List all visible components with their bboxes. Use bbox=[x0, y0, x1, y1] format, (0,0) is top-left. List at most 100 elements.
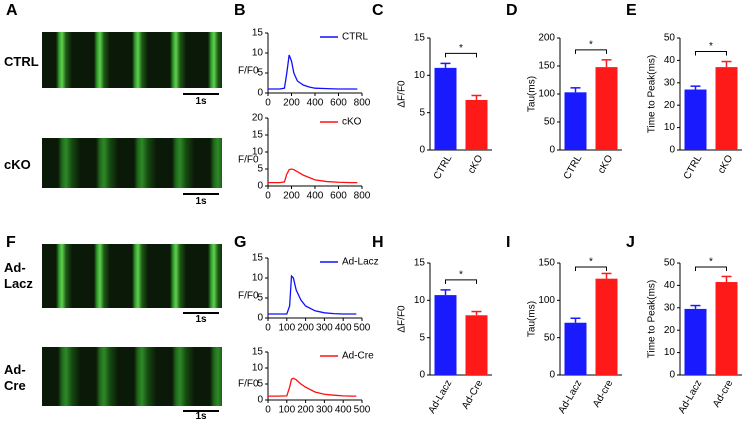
significance-bracket bbox=[695, 51, 727, 56]
significance-bracket bbox=[445, 52, 477, 58]
panel-letter: I bbox=[506, 234, 511, 251]
y-tick-label: 50 bbox=[664, 258, 676, 269]
y-tick-label: 0 bbox=[257, 395, 263, 406]
x-tick-label: 0 bbox=[265, 191, 271, 202]
x-tick-label: 300 bbox=[316, 323, 333, 334]
x-tick-label: 200 bbox=[283, 191, 300, 202]
x-tick-label: 400 bbox=[307, 191, 324, 202]
y-tick-label: 15 bbox=[252, 347, 264, 358]
y-tick-label: 10 bbox=[414, 295, 426, 306]
y-tick-label: 50 bbox=[544, 117, 556, 128]
y-axis-label: Tau(ms) bbox=[527, 301, 538, 337]
x-tick-label: 800 bbox=[354, 191, 371, 202]
bar bbox=[564, 92, 587, 150]
significance-mark: * bbox=[459, 270, 463, 281]
y-tick-label: 100 bbox=[538, 295, 555, 306]
x-tick-label: cKO bbox=[466, 153, 485, 176]
y-tick-label: 10 bbox=[664, 122, 676, 133]
y-tick-label: 0 bbox=[549, 370, 555, 381]
panel-letter: A bbox=[6, 2, 18, 19]
x-tick-label: 200 bbox=[297, 405, 314, 416]
y-tick-label: 100 bbox=[538, 89, 555, 100]
y-tick-label: 15 bbox=[252, 28, 264, 39]
y-tick-label: 10 bbox=[414, 70, 426, 81]
y-tick-label: 50 bbox=[544, 332, 556, 343]
x-tick-label: CTRL bbox=[682, 153, 705, 181]
x-tick-label: CTRL bbox=[562, 153, 585, 181]
y-tick-label: 0 bbox=[257, 88, 263, 99]
significance-mark: * bbox=[709, 257, 713, 268]
y-axis-label: F/F0 bbox=[238, 66, 259, 77]
x-tick-label: CTRL bbox=[432, 153, 455, 181]
y-tick-label: 0 bbox=[419, 145, 425, 156]
y-axis-label: Time to Peak(ms) bbox=[647, 280, 658, 359]
x-tick-label: Ad-Cre bbox=[460, 378, 486, 411]
x-tick-label: 0 bbox=[265, 323, 271, 334]
x-tick-label: 500 bbox=[354, 405, 371, 416]
y-tick-label: 10 bbox=[664, 347, 676, 358]
y-tick-label: 0 bbox=[257, 313, 263, 324]
y-tick-label: 20 bbox=[664, 100, 676, 111]
scale-bar bbox=[183, 410, 219, 412]
y-tick-label: 0 bbox=[669, 145, 675, 156]
y-tick-label: 10 bbox=[252, 273, 264, 284]
y-tick-label: 0 bbox=[669, 370, 675, 381]
bar bbox=[595, 67, 618, 150]
y-tick-label: 5 bbox=[257, 164, 263, 175]
scale-bar bbox=[183, 193, 219, 195]
line-scan-image bbox=[42, 244, 222, 308]
panel-letter: F bbox=[6, 234, 16, 251]
y-axis-label: ΔF/F0 bbox=[397, 305, 408, 333]
y-tick-label: 5 bbox=[419, 107, 425, 118]
x-tick-label: cKO bbox=[716, 153, 735, 176]
line-scan-image bbox=[42, 32, 222, 88]
x-tick-label: 0 bbox=[265, 98, 271, 109]
x-tick-label: Ad-Lacz bbox=[557, 378, 585, 415]
scale-label: 1s bbox=[195, 411, 207, 422]
bar bbox=[465, 99, 488, 150]
y-axis-label: ΔF/F0 bbox=[397, 80, 408, 108]
y-tick-label: 15 bbox=[252, 130, 264, 141]
y-tick-label: 30 bbox=[664, 77, 676, 88]
x-tick-label: 100 bbox=[278, 323, 295, 334]
y-tick-label: 150 bbox=[538, 61, 555, 72]
bar bbox=[715, 282, 738, 375]
image-label: Ad- Lacz bbox=[4, 260, 33, 291]
legend-label: Ad-Cre bbox=[342, 351, 374, 362]
x-tick-label: 300 bbox=[316, 405, 333, 416]
y-tick-label: 5 bbox=[257, 68, 263, 79]
significance-mark: * bbox=[459, 43, 463, 54]
panel-letter: G bbox=[234, 234, 247, 251]
y-axis-label: F/F0 bbox=[238, 155, 259, 166]
bar bbox=[465, 315, 488, 375]
y-tick-label: 150 bbox=[538, 258, 555, 269]
y-tick-label: 40 bbox=[664, 280, 676, 291]
x-tick-label: 400 bbox=[335, 323, 352, 334]
bar bbox=[595, 278, 618, 375]
y-tick-label: 5 bbox=[257, 293, 263, 304]
image-label: cKO bbox=[4, 157, 31, 172]
x-tick-label: 500 bbox=[354, 323, 371, 334]
image-label: CTRL bbox=[4, 54, 39, 69]
x-tick-label: 100 bbox=[278, 405, 295, 416]
x-tick-label: Ad-Lacz bbox=[677, 378, 705, 415]
y-tick-label: 5 bbox=[257, 379, 263, 390]
scale-label: 1s bbox=[195, 196, 207, 207]
line-scan-image bbox=[42, 138, 222, 188]
trace bbox=[268, 168, 358, 184]
image-label: Ad- Cre bbox=[4, 362, 26, 393]
y-axis-label: F/F0 bbox=[238, 291, 259, 302]
significance-mark: * bbox=[709, 41, 713, 52]
trace bbox=[268, 274, 357, 315]
y-tick-label: 50 bbox=[664, 33, 676, 44]
panel-letter: B bbox=[234, 2, 246, 19]
panel-letter: H bbox=[372, 234, 384, 251]
trace bbox=[268, 377, 357, 397]
y-tick-label: 20 bbox=[664, 325, 676, 336]
y-axis-label: F/F0 bbox=[238, 379, 259, 390]
bar bbox=[434, 295, 457, 375]
y-tick-label: 40 bbox=[664, 55, 676, 66]
legend-label: CTRL bbox=[342, 32, 369, 43]
bar bbox=[684, 89, 707, 150]
